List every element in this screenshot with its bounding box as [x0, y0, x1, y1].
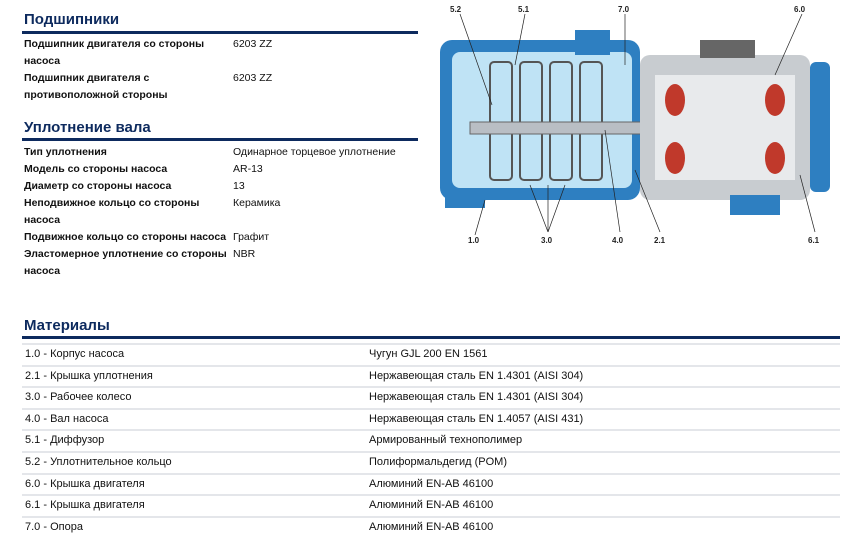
label-4-0: 4.0: [612, 236, 624, 245]
part-cell: 7.0 - Опора: [25, 520, 83, 533]
part-cell: 3.0 - Рабочее колесо: [25, 391, 132, 404]
spec-value: 6203 ZZ: [233, 38, 273, 50]
label-2-1: 2.1: [654, 236, 666, 245]
material-cell: Алюминий EN-AB 46100: [369, 499, 494, 512]
spec-row: Подшипник двигателя с противоположной ст…: [24, 70, 419, 104]
spec-value: Графит: [233, 231, 270, 243]
table-row: 4.0 - Вал насоса Нержавеющая сталь EN 1.4…: [22, 407, 840, 430]
table-row: 2.1 - Крышка уплотнения Нержавеющая сталь…: [22, 364, 840, 387]
bearings-list: Подшипник двигателя со стороны насоса 620…: [24, 36, 419, 104]
spec-value: Одинарное торцевое уплотнение: [233, 146, 396, 158]
part-cell: 5.2 - Уплотнительное кольцо: [25, 455, 172, 468]
spec-row: Тип уплотнения Одинарное торцевое уплотне…: [24, 144, 419, 161]
spec-row: Подвижное кольцо со стороны насоса Графит: [24, 229, 419, 246]
shaft-seal-list: Тип уплотнения Одинарное торцевое уплотне…: [24, 144, 419, 280]
motor: [640, 40, 830, 215]
part-cell: 6.1 - Крышка двигателя: [25, 499, 145, 512]
part-cell: 2.1 - Крышка уплотнения: [25, 369, 153, 382]
spec-row: Эластомерное уплотнение со стороны насос…: [24, 246, 419, 280]
part-cell: 6.0 - Крышка двигателя: [25, 477, 145, 490]
table-row: 5.2 - Уплотнительное кольцо Полиформальде…: [22, 450, 840, 473]
spec-value: Керамика: [233, 197, 281, 209]
materials-table: 1.0 - Корпус насоса Чугун GJL 200 EN 1561…: [22, 343, 840, 537]
material-cell: Нержавеющая сталь EN 1.4057 (AISI 431): [369, 412, 584, 425]
table-row: 7.0 - Опора Алюминий EN-AB 46100: [22, 515, 840, 537]
spec-row: Неподвижное кольцо со стороны насоса Кера…: [24, 195, 419, 229]
spec-label: Эластомерное уплотнение со стороны насос…: [24, 248, 227, 277]
part-cell: 4.0 - Вал насоса: [25, 412, 109, 425]
divider: [22, 138, 418, 141]
spec-row: Диаметр со стороны насоса 13: [24, 178, 419, 195]
spec-label: Подшипник двигателя с противоположной ст…: [24, 72, 168, 101]
divider: [22, 31, 418, 34]
materials-title: Материалы: [24, 317, 110, 334]
spec-label: Тип уплотнения: [24, 146, 107, 158]
label-6-0: 6.0: [794, 5, 806, 14]
material-cell: Чугун GJL 200 EN 1561: [369, 348, 488, 360]
table-row: 6.0 - Крышка двигателя Алюминий EN-AB 461…: [22, 472, 840, 495]
spec-label: Неподвижное кольцо со стороны насоса: [24, 197, 200, 226]
spec-value: 13: [233, 180, 245, 192]
impeller-stages: [489, 61, 603, 181]
label-5-2: 5.2: [450, 5, 462, 14]
pump-cutaway-diagram: 5.2 5.1 7.0 6.0 1.0 3.0 4.0 2.1 6.1: [440, 5, 830, 245]
table-row: 1.0 - Корпус насоса Чугун GJL 200 EN 1561: [22, 343, 840, 365]
spec-value: NBR: [233, 248, 256, 260]
spec-label: Диаметр со стороны насоса: [24, 180, 172, 192]
spec-row: Подшипник двигателя со стороны насоса 620…: [24, 36, 419, 70]
spec-row: Модель со стороны насоса AR-13: [24, 161, 419, 178]
spec-label: Модель со стороны насоса: [24, 163, 168, 175]
table-row: 3.0 - Рабочее колесо Нержавеющая сталь EN…: [22, 386, 840, 408]
material-cell: Нержавеющая сталь EN 1.4301 (AISI 304): [369, 369, 584, 382]
label-1-0: 1.0: [468, 236, 480, 245]
spec-value: 6203 ZZ: [233, 72, 273, 84]
table-row: 6.1 - Крышка двигателя Алюминий EN-AB 461…: [22, 494, 840, 516]
spec-value: AR-13: [233, 163, 263, 175]
shaft-seal-title: Уплотнение вала: [24, 119, 151, 136]
material-cell: Полиформальдегид (POM): [369, 455, 508, 468]
label-6-1: 6.1: [808, 236, 820, 245]
part-cell: 5.1 - Диффузор: [25, 434, 105, 447]
label-5-1: 5.1: [518, 5, 530, 14]
material-cell: Армированный технополимер: [369, 434, 523, 447]
divider: [22, 336, 840, 339]
table-row: 5.1 - Диффузор Армированный технополимер: [22, 429, 840, 451]
material-cell: Нержавеющая сталь EN 1.4301 (AISI 304): [369, 391, 584, 404]
label-3-0: 3.0: [541, 236, 553, 245]
bearings-title: Подшипники: [24, 11, 120, 28]
spec-label: Подшипник двигателя со стороны насоса: [24, 38, 205, 67]
part-cell: 1.0 - Корпус насоса: [25, 348, 125, 360]
pump-body: [440, 30, 640, 208]
material-cell: Алюминий EN-AB 46100: [369, 520, 494, 533]
material-cell: Алюминий EN-AB 46100: [369, 477, 494, 490]
spec-label: Подвижное кольцо со стороны насоса: [24, 231, 227, 243]
label-7-0: 7.0: [618, 5, 630, 14]
